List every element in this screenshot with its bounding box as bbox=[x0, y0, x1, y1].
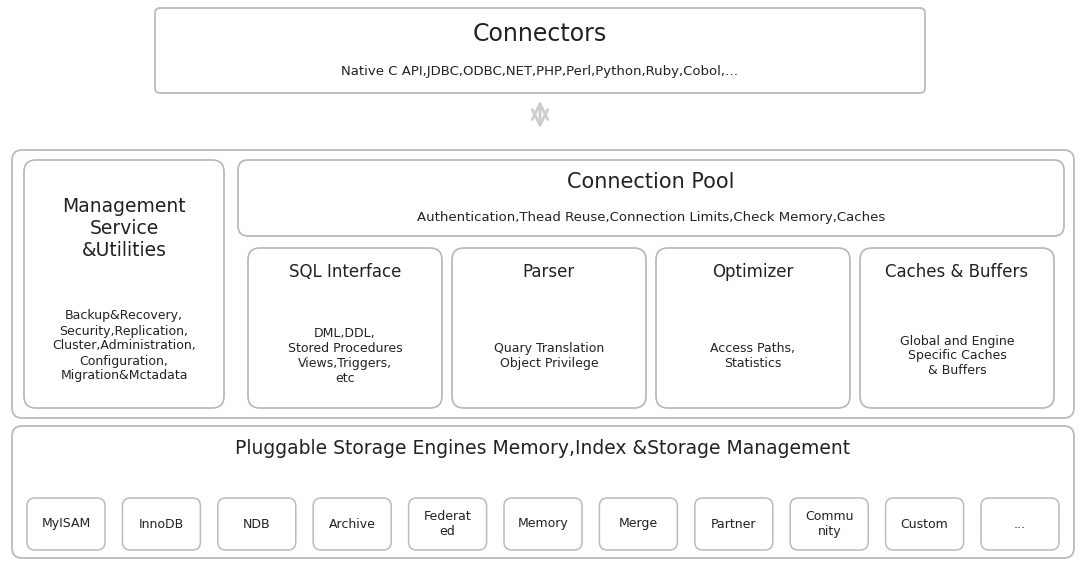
Text: Quary Translation
Object Privilege: Quary Translation Object Privilege bbox=[494, 342, 604, 370]
Text: Archive: Archive bbox=[329, 517, 376, 530]
Text: NDB: NDB bbox=[243, 517, 270, 530]
Text: Custom: Custom bbox=[900, 517, 948, 530]
Text: Global and Engine
Specific Caches
& Buffers: Global and Engine Specific Caches & Buff… bbox=[899, 335, 1015, 378]
FancyBboxPatch shape bbox=[155, 8, 925, 93]
FancyBboxPatch shape bbox=[790, 498, 869, 550]
Text: Connection Pool: Connection Pool bbox=[567, 172, 735, 192]
FancyBboxPatch shape bbox=[504, 498, 582, 550]
Text: InnoDB: InnoDB bbox=[138, 517, 184, 530]
Text: ...: ... bbox=[1014, 517, 1026, 530]
FancyBboxPatch shape bbox=[885, 498, 964, 550]
FancyBboxPatch shape bbox=[656, 248, 850, 408]
Text: Memory: Memory bbox=[518, 517, 568, 530]
FancyBboxPatch shape bbox=[24, 160, 225, 408]
Text: Federat
ed: Federat ed bbox=[424, 510, 472, 538]
FancyBboxPatch shape bbox=[12, 426, 1074, 558]
FancyBboxPatch shape bbox=[249, 248, 443, 408]
Text: Partner: Partner bbox=[711, 517, 756, 530]
FancyBboxPatch shape bbox=[452, 248, 646, 408]
FancyBboxPatch shape bbox=[694, 498, 773, 550]
Text: Parser: Parser bbox=[523, 263, 576, 281]
Text: Authentication,Thead Reuse,Connection Limits,Check Memory,Caches: Authentication,Thead Reuse,Connection Li… bbox=[416, 212, 885, 225]
FancyBboxPatch shape bbox=[313, 498, 391, 550]
FancyBboxPatch shape bbox=[981, 498, 1059, 550]
FancyBboxPatch shape bbox=[238, 160, 1064, 236]
FancyBboxPatch shape bbox=[600, 498, 677, 550]
Text: Access Paths,
Statistics: Access Paths, Statistics bbox=[711, 342, 796, 370]
Text: Backup&Recovery,
Security,Replication,
Cluster,Administration,
Configuration,
Mi: Backup&Recovery, Security,Replication, C… bbox=[52, 310, 196, 383]
Text: MyISAM: MyISAM bbox=[41, 517, 90, 530]
FancyBboxPatch shape bbox=[218, 498, 295, 550]
FancyBboxPatch shape bbox=[860, 248, 1054, 408]
FancyBboxPatch shape bbox=[409, 498, 486, 550]
Text: Management
Service
&Utilities: Management Service &Utilities bbox=[62, 196, 185, 259]
Text: Connectors: Connectors bbox=[473, 22, 607, 46]
FancyBboxPatch shape bbox=[27, 498, 105, 550]
FancyBboxPatch shape bbox=[122, 498, 201, 550]
Text: Optimizer: Optimizer bbox=[712, 263, 794, 281]
Text: Merge: Merge bbox=[619, 517, 658, 530]
Text: Pluggable Storage Engines Memory,Index &Storage Management: Pluggable Storage Engines Memory,Index &… bbox=[235, 439, 850, 457]
Text: DML,DDL,
Stored Procedures
Views,Triggers,
etc: DML,DDL, Stored Procedures Views,Trigger… bbox=[288, 327, 402, 385]
FancyBboxPatch shape bbox=[12, 150, 1074, 418]
Text: Commu
nity: Commu nity bbox=[804, 510, 853, 538]
Text: SQL Interface: SQL Interface bbox=[289, 263, 401, 281]
Text: Native C API,JDBC,ODBC,NET,PHP,Perl,Python,Ruby,Cobol,…: Native C API,JDBC,ODBC,NET,PHP,Perl,Pyth… bbox=[341, 65, 739, 78]
Text: Caches & Buffers: Caches & Buffers bbox=[885, 263, 1029, 281]
